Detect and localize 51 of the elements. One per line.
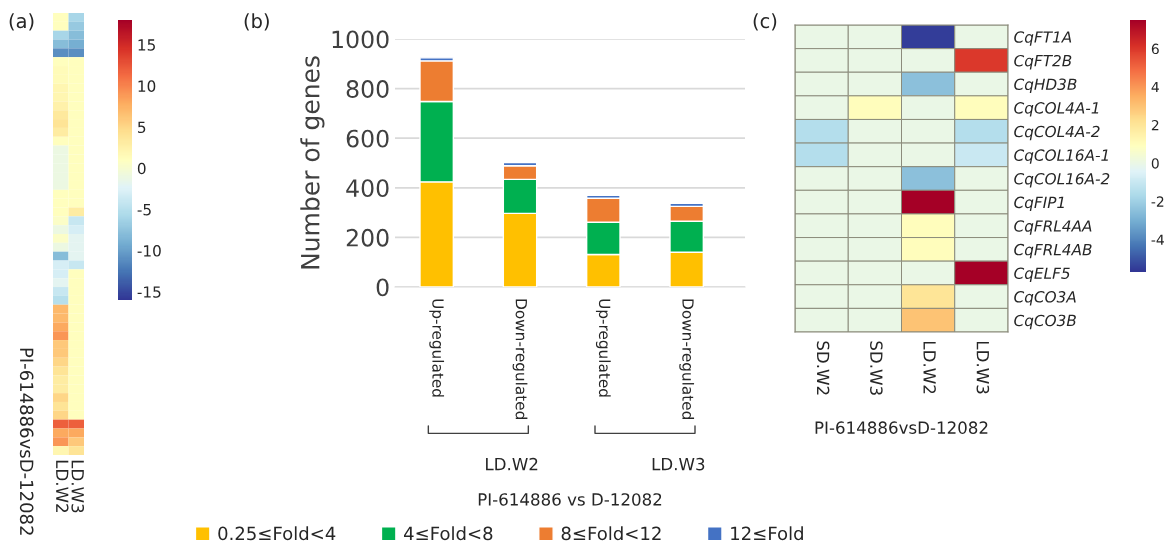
x-axis-title: PI-614886vsD-12082 [815, 421, 988, 434]
color-bar-label: -10 [137, 245, 161, 257]
x-tick-label: LD.W3 [976, 341, 990, 394]
x-tick-label: SD.W3 [870, 341, 883, 395]
text: PI-614886vsD-12082 [19, 348, 34, 535]
x-axis-title: PI-614886 vs D-12082 [478, 493, 662, 506]
y-tick-label: CqFRL4AB [1014, 243, 1092, 259]
y-tick-label: CqCOL4A-2 [1014, 125, 1100, 141]
y-tick-label: CqCO3B [1014, 314, 1076, 330]
color-bar-label: -5 [137, 204, 151, 216]
color-bar-label: -4 [1151, 234, 1164, 245]
x-tick-label: SD.W2 [816, 341, 830, 395]
chart-title: (c) [753, 13, 777, 31]
color-bar-label: -2 [1151, 196, 1164, 207]
y-tick-label: CqCO3A [1014, 291, 1076, 306]
x-tick-label: Up-regulated [595, 299, 611, 397]
y-tick-label: CqFT1A [1014, 31, 1072, 46]
y-tick-label: 400 [346, 179, 389, 198]
x-tick-label: Down-regulated [679, 299, 695, 419]
legend-label: 12≤Fold [731, 526, 803, 541]
y-axis-title: Number of genes [300, 56, 325, 269]
y-tick-label: CqFT2B [1014, 54, 1072, 70]
color-bar-label: 15 [138, 39, 155, 51]
color-bar-label: 6 [1151, 43, 1159, 55]
legend-label: 4≤Fold<8 [404, 526, 493, 541]
y-tick-label: 800 [346, 80, 389, 98]
y-tick-label: 600 [346, 129, 389, 148]
y-tick-label: CqCOL16A-1 [1014, 149, 1108, 164]
color-bar-label: 4 [1151, 81, 1159, 93]
y-tick-label: CqCOL4A-1 [1014, 102, 1099, 117]
y-tick-label: CqCOL16A-2 [1014, 172, 1110, 188]
y-tick-label: 200 [346, 228, 389, 247]
x-tick-label: LD.W2 [923, 341, 936, 394]
x-tick-label: Down-regulated [512, 299, 528, 419]
color-bar-label: 0 [1151, 158, 1159, 169]
chart-title: (b) [244, 13, 269, 31]
y-tick-label: 1000 [332, 30, 389, 49]
chart-title: (a) [9, 13, 34, 31]
y-tick-label: CqFRL4AA [1014, 220, 1092, 235]
color-bar-label: 5 [138, 121, 146, 134]
color-bar-label: 2 [1151, 119, 1159, 131]
x-tick-label: Up-regulated [429, 299, 445, 397]
y-tick-label: 0 [376, 278, 389, 297]
color-bar-label: -15 [137, 286, 161, 298]
y-tick-label: CqFIP1 [1014, 196, 1064, 212]
legend-label: 0.25≤Fold<4 [218, 526, 336, 541]
legend-label: 8≤Fold<12 [561, 526, 661, 541]
color-bar-label: 0 [137, 162, 146, 175]
y-tick-label: CqELF5 [1014, 267, 1070, 282]
y-tick-label: CqHD3B [1014, 78, 1077, 93]
color-bar-label: 10 [138, 80, 156, 92]
